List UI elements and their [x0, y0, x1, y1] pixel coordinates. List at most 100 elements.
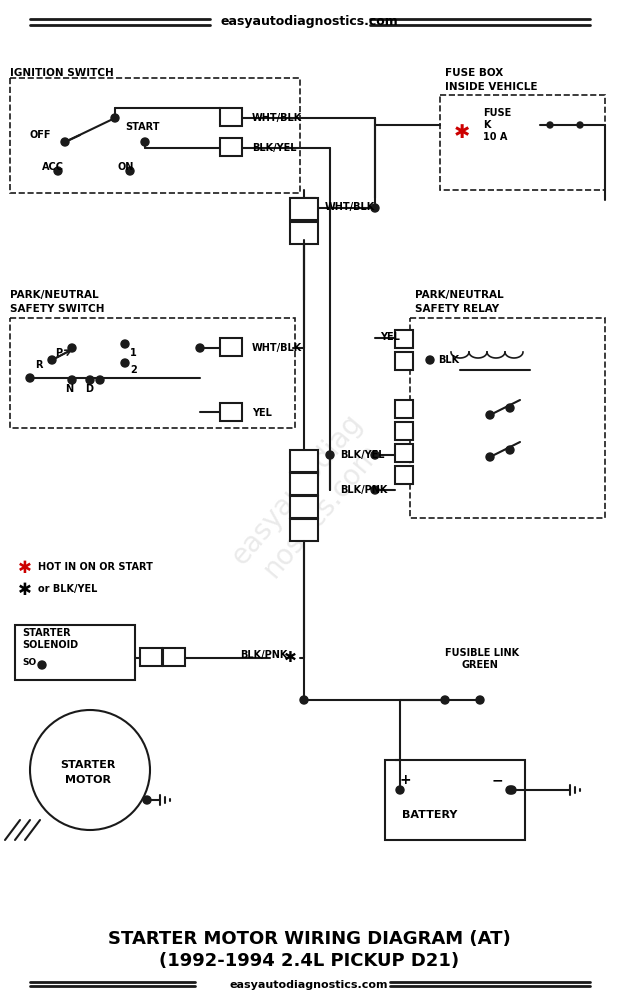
- Text: 10 A: 10 A: [483, 132, 507, 142]
- Circle shape: [508, 786, 516, 794]
- Text: 2: 2: [130, 365, 137, 375]
- Text: SOLENOID: SOLENOID: [22, 640, 78, 650]
- Bar: [410, 318, 605, 518]
- Text: easyautodiagnostics.com: easyautodiagnostics.com: [230, 980, 388, 990]
- Circle shape: [486, 411, 494, 419]
- Text: BLK: BLK: [438, 355, 459, 365]
- Bar: [163, 648, 185, 666]
- Text: R: R: [35, 360, 43, 370]
- Text: YEL: YEL: [380, 332, 400, 342]
- Circle shape: [371, 486, 379, 494]
- Bar: [395, 330, 413, 348]
- Text: P: P: [55, 348, 62, 358]
- Text: IGNITION SWITCH: IGNITION SWITCH: [10, 68, 114, 78]
- Circle shape: [300, 696, 308, 704]
- Text: SAFETY RELAY: SAFETY RELAY: [415, 304, 499, 314]
- Text: PARK/NEUTRAL: PARK/NEUTRAL: [10, 290, 99, 300]
- Text: BLK/YEL: BLK/YEL: [252, 143, 297, 153]
- Circle shape: [86, 376, 94, 384]
- Circle shape: [547, 122, 553, 128]
- Text: FUSE: FUSE: [483, 108, 511, 118]
- Bar: [220, 108, 242, 126]
- Text: SO: SO: [22, 658, 36, 667]
- Text: or BLK/YEL: or BLK/YEL: [38, 584, 98, 594]
- Circle shape: [38, 661, 46, 669]
- Circle shape: [30, 710, 150, 830]
- Text: +: +: [400, 773, 412, 787]
- Circle shape: [426, 356, 434, 364]
- Circle shape: [68, 376, 76, 384]
- Text: ✱: ✱: [18, 559, 32, 577]
- Bar: [290, 198, 318, 220]
- Bar: [395, 400, 413, 418]
- Bar: [290, 496, 318, 518]
- Bar: [395, 466, 413, 484]
- Text: D: D: [85, 384, 93, 394]
- Text: ✱: ✱: [284, 650, 297, 666]
- Text: YEL: YEL: [252, 408, 272, 418]
- Text: BLK/PNK: BLK/PNK: [240, 650, 287, 660]
- Text: BLK/YEL: BLK/YEL: [340, 450, 384, 460]
- Text: HOT IN ON OR START: HOT IN ON OR START: [38, 562, 153, 572]
- Bar: [395, 422, 413, 440]
- Text: FUSIBLE LINK: FUSIBLE LINK: [445, 648, 519, 658]
- Text: STARTER: STARTER: [60, 760, 116, 770]
- Text: FUSE BOX: FUSE BOX: [445, 68, 503, 78]
- Circle shape: [396, 786, 404, 794]
- Bar: [140, 648, 162, 666]
- Circle shape: [441, 696, 449, 704]
- Bar: [440, 95, 605, 190]
- Text: ACC: ACC: [42, 162, 64, 172]
- Circle shape: [326, 451, 334, 459]
- Text: STARTER MOTOR WIRING DIAGRAM (AT): STARTER MOTOR WIRING DIAGRAM (AT): [108, 930, 510, 948]
- Text: 1: 1: [130, 348, 137, 358]
- Text: ✱: ✱: [454, 122, 470, 141]
- Circle shape: [111, 114, 119, 122]
- Text: easyautodiag
nostics.com: easyautodiag nostics.com: [226, 409, 392, 591]
- Bar: [290, 519, 318, 541]
- Circle shape: [121, 359, 129, 367]
- Text: OFF: OFF: [30, 130, 51, 140]
- Text: easyautodiagnostics.com: easyautodiagnostics.com: [220, 15, 398, 28]
- Text: K: K: [483, 120, 491, 130]
- Bar: [220, 338, 242, 356]
- Circle shape: [371, 204, 379, 212]
- Bar: [293, 220, 315, 240]
- Text: WHT/BLK: WHT/BLK: [325, 202, 375, 212]
- Text: SAFETY SWITCH: SAFETY SWITCH: [10, 304, 104, 314]
- Text: WHT/BLK: WHT/BLK: [252, 113, 302, 123]
- Text: (1992-1994 2.4L PICKUP D21): (1992-1994 2.4L PICKUP D21): [159, 952, 459, 970]
- Text: GREEN: GREEN: [462, 660, 499, 670]
- Bar: [290, 450, 318, 472]
- Circle shape: [126, 167, 134, 175]
- Circle shape: [61, 138, 69, 146]
- Circle shape: [26, 374, 34, 382]
- Bar: [10, 318, 295, 428]
- Circle shape: [577, 122, 583, 128]
- Text: PARK/NEUTRAL: PARK/NEUTRAL: [415, 290, 504, 300]
- Circle shape: [371, 451, 379, 459]
- Text: MOTOR: MOTOR: [65, 775, 111, 785]
- Text: STARTER: STARTER: [22, 628, 70, 638]
- Circle shape: [506, 404, 514, 412]
- Bar: [220, 403, 242, 421]
- Text: BATTERY: BATTERY: [402, 810, 458, 820]
- Text: ✱: ✱: [18, 581, 32, 599]
- Text: BLK/PNK: BLK/PNK: [340, 485, 387, 495]
- Circle shape: [48, 356, 56, 364]
- Circle shape: [54, 167, 62, 175]
- Bar: [385, 760, 525, 840]
- Bar: [395, 352, 413, 370]
- Circle shape: [506, 786, 514, 794]
- Bar: [290, 473, 318, 495]
- Circle shape: [96, 376, 104, 384]
- Text: −: −: [492, 773, 504, 787]
- Bar: [220, 138, 242, 156]
- Text: N: N: [65, 384, 73, 394]
- Text: START: START: [125, 122, 159, 132]
- Text: INSIDE VEHICLE: INSIDE VEHICLE: [445, 82, 538, 92]
- Bar: [395, 444, 413, 462]
- Circle shape: [143, 796, 151, 804]
- Bar: [15, 625, 135, 680]
- Circle shape: [476, 696, 484, 704]
